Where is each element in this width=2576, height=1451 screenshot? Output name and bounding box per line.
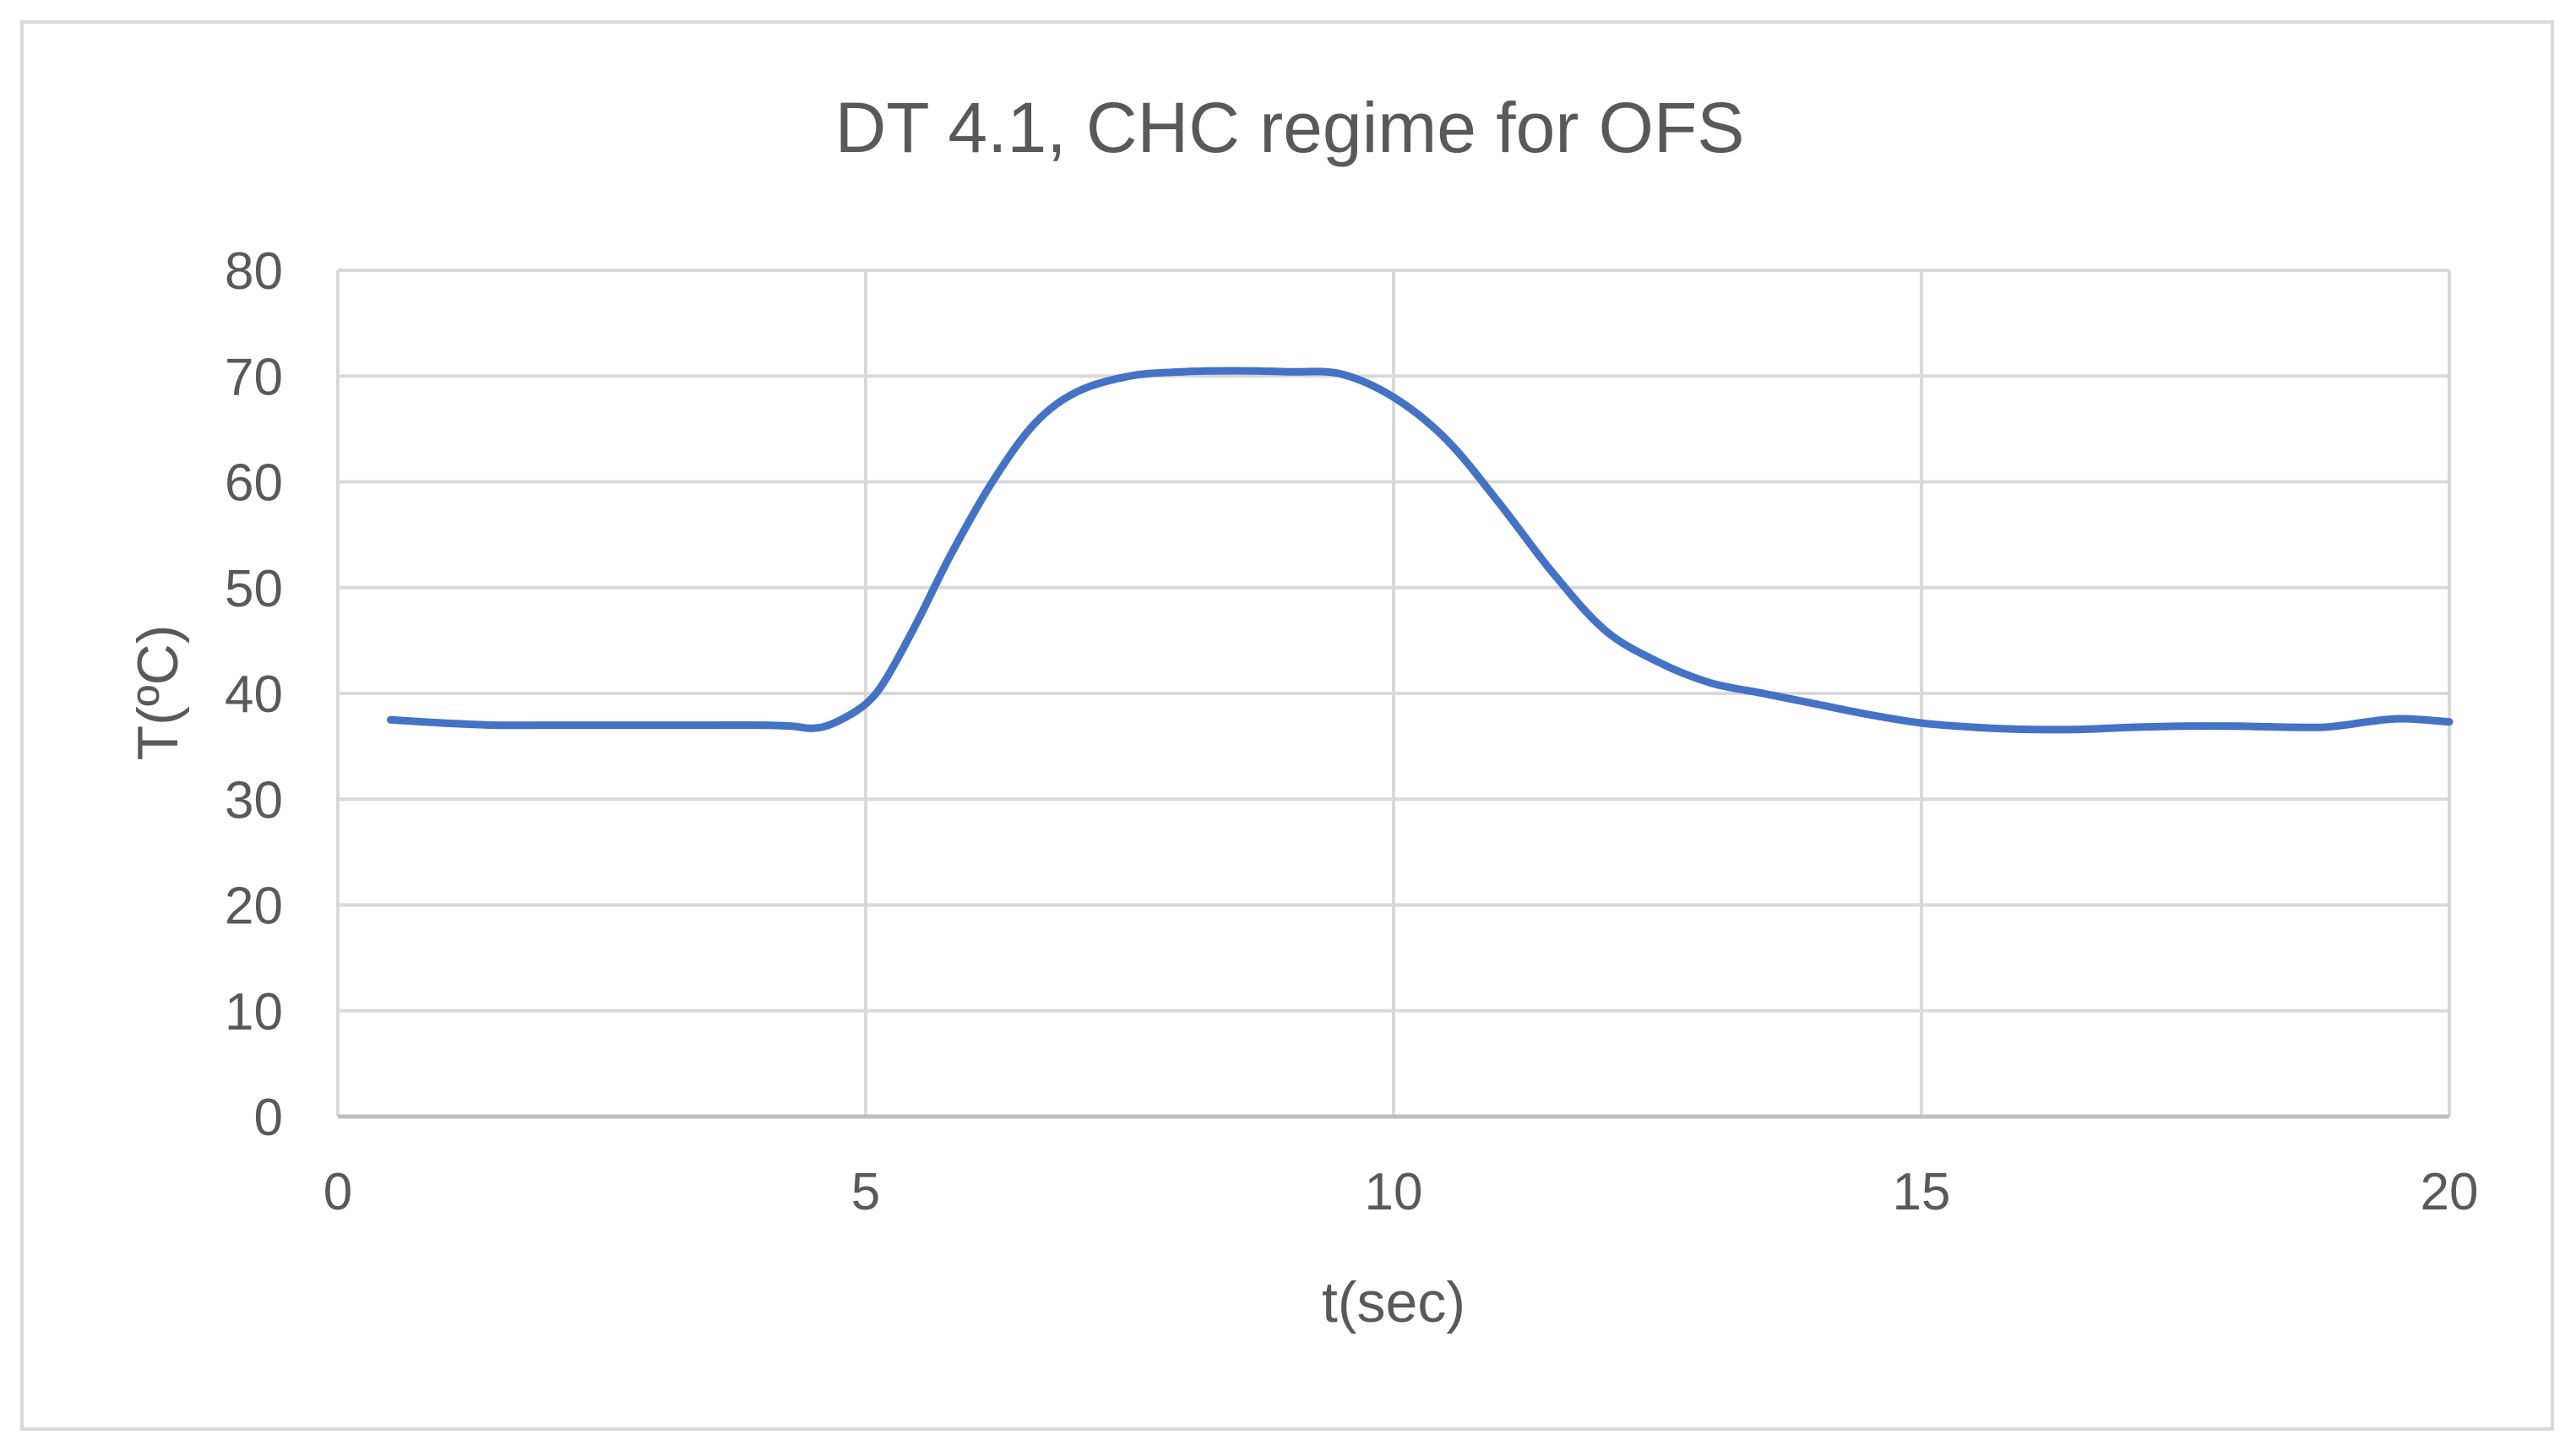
x-tick-label: 0 xyxy=(323,1163,352,1221)
y-tick-label: 80 xyxy=(225,242,283,301)
y-axis-title: T(ºC) xyxy=(126,625,190,761)
y-tick-label: 40 xyxy=(225,666,283,724)
series-line xyxy=(387,367,2454,734)
x-tick-label: 15 xyxy=(1893,1163,1951,1221)
y-tick-label: 70 xyxy=(225,348,283,406)
x-tick-label: 5 xyxy=(851,1163,880,1221)
gridlines xyxy=(336,269,2451,1117)
y-tick-label: 30 xyxy=(225,771,283,829)
chart-title: DT 4.1, CHC regime for OFS xyxy=(835,88,1745,167)
y-tick-label: 60 xyxy=(225,454,283,513)
y-tick-label: 50 xyxy=(225,560,283,618)
y-tick-labels: 0 10 20 30 40 50 60 70 80 xyxy=(225,242,283,1147)
x-tick-label: 20 xyxy=(2421,1163,2479,1221)
y-tick-label: 10 xyxy=(225,983,283,1041)
y-tick-label: 20 xyxy=(225,878,283,936)
series-layer xyxy=(387,367,2454,734)
x-axis-title: t(sec) xyxy=(1322,1270,1465,1334)
x-tick-label: 10 xyxy=(1365,1163,1423,1221)
x-tick-labels: 0 5 10 15 20 xyxy=(323,1163,2479,1221)
y-tick-label: 0 xyxy=(254,1089,283,1147)
